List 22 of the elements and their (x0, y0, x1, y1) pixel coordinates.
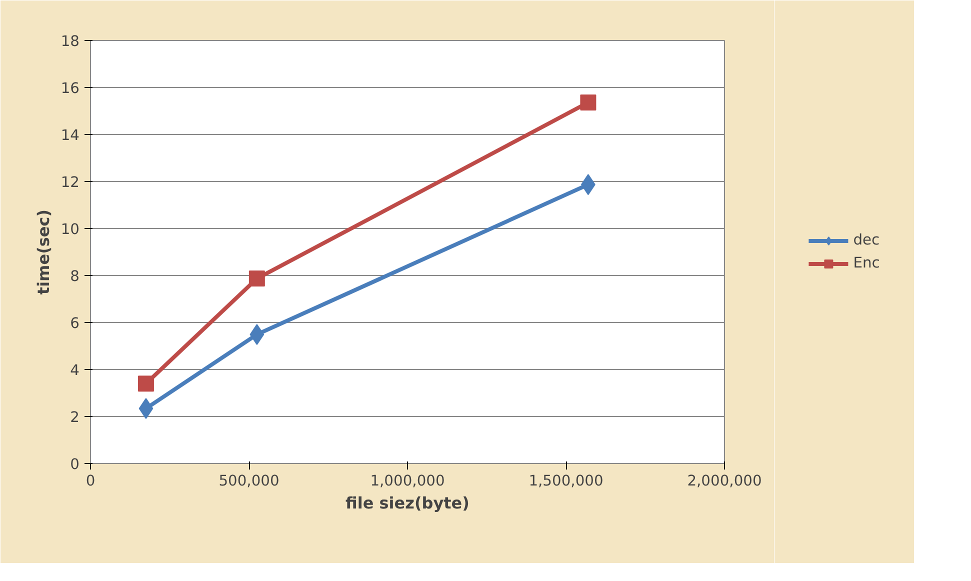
y-tick-label: 10 (60, 221, 80, 238)
point (580, 94, 596, 111)
y-tick-label: 8 (70, 268, 80, 285)
x-axis-title: file siez(byte) (346, 494, 470, 512)
x-tick-label: 1,000,000 (370, 472, 445, 490)
y-axis-title: time(sec) (34, 209, 53, 295)
y-tick-label: 16 (60, 80, 80, 97)
point (248, 270, 265, 287)
legend-label: Enc (853, 254, 880, 272)
y-tick-label: 14 (60, 127, 80, 144)
y-tick-label: 2 (70, 409, 80, 426)
legend-label: dec (853, 232, 880, 248)
x-tick-label: 0 (86, 472, 96, 490)
y-tick-label: 12 (60, 174, 80, 191)
y-tick-label: 18 (60, 33, 80, 50)
y-tick-label: 6 (70, 315, 80, 332)
x-tick-label: 1,500,000 (528, 472, 604, 490)
point (138, 376, 154, 392)
x-tick-label: 500,000 (218, 472, 280, 490)
y-tick-label: 4 (70, 362, 80, 379)
y-tick-label: 0 (70, 456, 80, 473)
x-tick-label: 2,000,000 (687, 472, 762, 490)
